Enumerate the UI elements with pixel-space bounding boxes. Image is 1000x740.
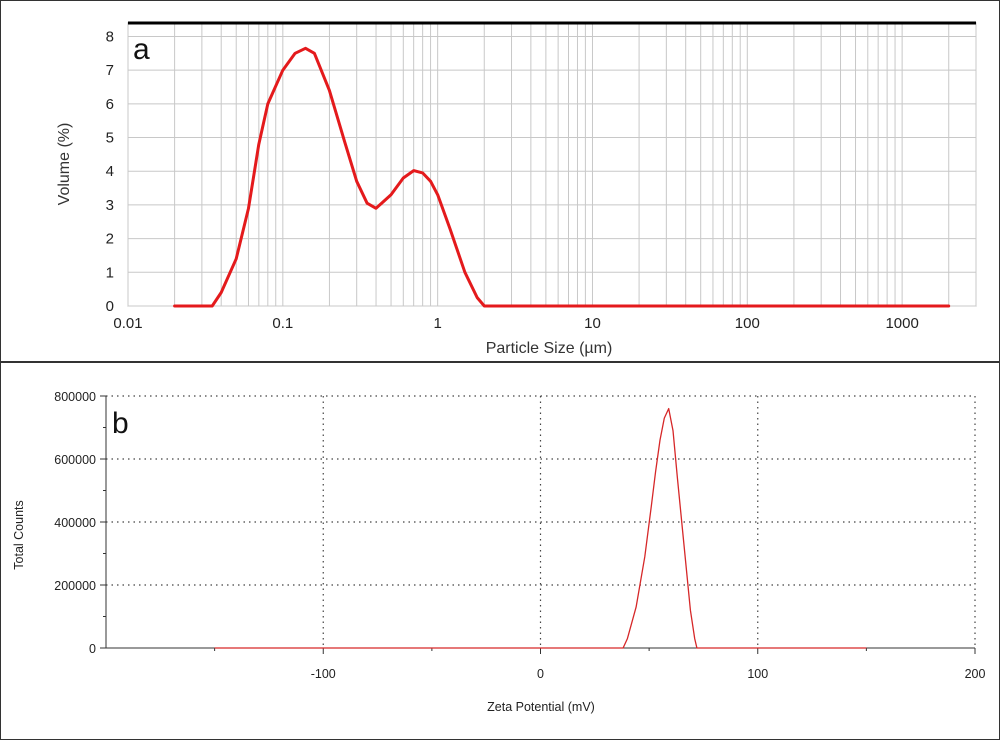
y-tick-label: 600000 — [54, 453, 96, 467]
series-line-volume — [173, 46, 951, 308]
y-tick-label: 400000 — [54, 516, 96, 530]
panel-a: 0 1 2 3 4 5 6 7 8 0.01 0.1 1 10 100 1000 Particle Size … — [0, 0, 1000, 362]
x-axis-label: Particle Size (µm) — [486, 340, 613, 357]
y-tick-label: 4 — [106, 163, 114, 180]
x-tick-label: 0.1 — [272, 315, 293, 332]
x-tick-label: 1000 — [885, 315, 918, 332]
x-tick-label: 0 — [537, 667, 544, 681]
x-tick-label: 100 — [735, 315, 760, 332]
y-tick-label: 6 — [106, 96, 114, 113]
x-axis-label: Zeta Potential (mV) — [487, 700, 595, 714]
y-tick-label: 1 — [106, 264, 114, 281]
y-tick-label: 2 — [106, 231, 114, 248]
y-tick-label: 0 — [89, 642, 96, 656]
y-axis-label: Total Counts — [12, 500, 26, 569]
x-tick-label: 10 — [584, 315, 601, 332]
particle-size-chart: 0 1 2 3 4 5 6 7 8 0.01 0.1 1 10 100 1000 Particle Size … — [56, 21, 977, 357]
panel-letter: a — [133, 33, 150, 66]
panel-letter: b — [112, 407, 129, 440]
y-tick-label: 8 — [106, 28, 114, 45]
zeta-potential-chart: 0 200000 400000 600000 800000 -100 0 100 200 Zeta… — [12, 390, 986, 714]
y-tick-label: 0 — [106, 298, 114, 315]
y-tick-label: 5 — [106, 130, 114, 147]
y-tick-label: 200000 — [54, 579, 96, 593]
y-axis-label: Volume (%) — [56, 123, 73, 206]
y-tick-label: 800000 — [54, 390, 96, 404]
x-tick-label: 0.01 — [113, 315, 142, 332]
y-tick-label: 3 — [106, 197, 114, 214]
x-tick-label: -100 — [311, 667, 336, 681]
x-tick-label: 100 — [747, 667, 768, 681]
y-tick-label: 7 — [106, 62, 114, 79]
panel-b: 0 200000 400000 600000 800000 -100 0 100 200 Zeta… — [0, 362, 1000, 740]
series-line-total-counts — [214, 407, 867, 649]
x-tick-label: 200 — [965, 667, 986, 681]
x-tick-label: 1 — [433, 315, 441, 332]
